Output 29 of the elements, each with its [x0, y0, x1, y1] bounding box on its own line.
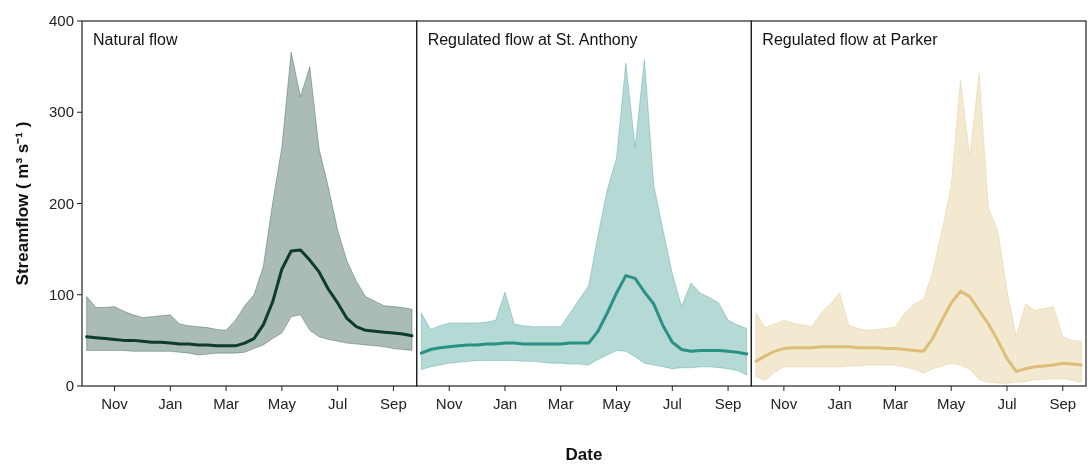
- x-tick-label: Jul: [662, 395, 682, 412]
- x-tick-label: Nov: [770, 395, 798, 412]
- text: Natural flow: [93, 31, 178, 48]
- x-tick-label: May: [267, 395, 297, 412]
- x-tick-label: Jan: [492, 395, 518, 412]
- y-tick-label: 100: [48, 285, 74, 303]
- x-tick-label: Nov: [101, 395, 129, 412]
- line-series: [85, 248, 414, 348]
- x-tick-label: Jan: [158, 395, 183, 412]
- x-tick-label: Sep: [380, 395, 407, 412]
- x-tick-label: Mar: [213, 395, 240, 412]
- x-tick-label: Jul: [328, 395, 348, 412]
- y-tick-label: 300: [48, 103, 74, 121]
- x-tick-label: Sep: [1049, 395, 1077, 412]
- text: Regulated flow at St. Anthony: [427, 31, 638, 48]
- x-tick-label: May: [937, 395, 966, 412]
- x-tick-label: Mar: [882, 395, 909, 412]
- x-tick-label: Mar: [547, 395, 574, 412]
- x-tick-label: Sep: [714, 395, 742, 412]
- y-tick-label: 200: [48, 194, 74, 212]
- x-tick-label: May: [602, 395, 632, 412]
- x-tick-label: Jan: [827, 395, 852, 412]
- y-tick-label: 0: [65, 377, 74, 394]
- y-tick-label: 400: [48, 12, 74, 29]
- x-axis-title: Date: [565, 445, 603, 464]
- text: Regulated flow at Parker: [762, 31, 939, 48]
- x-tick-label: Jul: [997, 395, 1017, 412]
- y-axis-title: Streamflow ( m³ s⁻¹ ): [13, 121, 32, 286]
- x-tick-label: Nov: [435, 395, 464, 412]
